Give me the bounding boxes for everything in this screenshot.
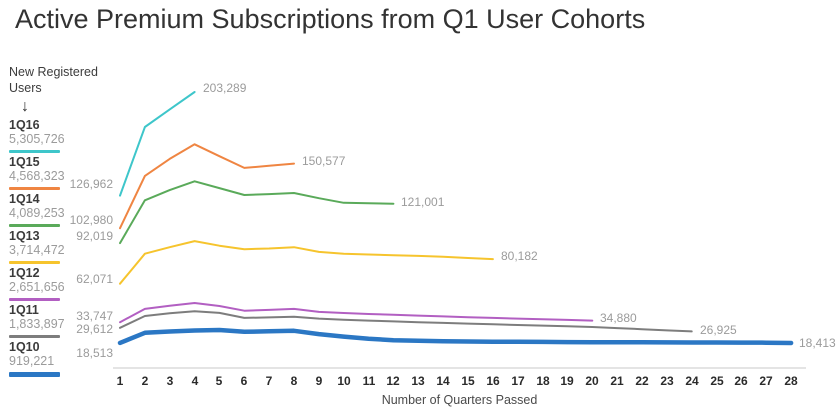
legend-item-name: 1Q13 [9,229,40,243]
x-axis-title: Number of Quarters Passed [381,393,538,407]
legend-item-name: 1Q16 [9,118,40,132]
legend-item-users: 2,651,656 [9,280,65,294]
series-line-1Q12 [119,302,594,324]
legend-items: 1Q16 5,305,726 1Q15 4,568,323 1Q14 4,089,253 1… [9,118,113,377]
x-tick-label: 28 [784,374,798,388]
x-tick-label: 11 [362,374,376,388]
legend-item-swatch [9,335,60,338]
legend-item-swatch [9,298,60,301]
legend-item-users: 4,089,253 [9,206,65,220]
x-tick-label: 25 [710,374,724,388]
x-tick-label: 22 [635,374,649,388]
x-tick-label: 3 [166,374,174,388]
legend-heading: New Registered Users [9,65,98,95]
x-tick-label: 18 [536,374,550,388]
legend-item-swatch [9,372,60,377]
legend-item-1Q11: 1Q11 1,833,897 [9,303,113,338]
series-start-label-1Q14: 92,019 [76,229,113,243]
series-start-label-1Q16: 126,962 [69,177,113,191]
series-start-label-1Q12: 33,747 [76,309,113,323]
series-line-1Q11 [119,310,693,333]
series-line-1Q16 [119,91,196,197]
x-tick-label: 10 [337,374,351,388]
legend-item-1Q14: 1Q14 4,089,253 [9,192,113,227]
x-tick-label: 16 [486,374,500,388]
legend-item-users: 1,833,897 [9,317,65,331]
series-end-label-1Q15: 150,577 [302,154,346,168]
series-start-label-1Q11: 29,612 [76,322,113,336]
series-start-label-1Q13: 62,071 [76,272,113,286]
legend-item-users: 4,568,323 [9,169,65,183]
legend-item-1Q16: 1Q16 5,305,726 [9,118,113,153]
x-tick-label: 6 [240,374,248,388]
series-end-label-1Q13: 80,182 [501,249,538,263]
series-end-label-1Q14: 121,001 [401,195,445,209]
x-tick-label: 19 [560,374,574,388]
legend-item-users: 919,221 [9,354,55,368]
legend-item-users: 3,714,472 [9,243,65,257]
series-end-label-1Q12: 34,880 [600,311,637,325]
legend-item-name: 1Q14 [9,192,40,206]
series-end-label-1Q10: 18,413 [799,336,836,350]
x-tick-label: 26 [734,374,748,388]
legend-item-swatch [9,261,60,264]
chart-title: Active Premium Subscriptions from Q1 Use… [15,4,646,34]
cohort-legend: New Registered Users ↓ 1Q16 5,305,726 1Q15… [9,64,113,379]
series-line-1Q10 [117,327,794,346]
legend-item-1Q10: 1Q10 919,221 [9,340,113,377]
x-tick-label: 17 [511,374,525,388]
legend-item-swatch [9,187,60,190]
x-tick-label: 2 [141,374,149,388]
series-end-label-1Q11: 26,925 [700,323,737,337]
series-end-label-1Q16: 203,289 [203,81,247,95]
legend-item-swatch [9,150,60,153]
legend-item-name: 1Q12 [9,266,40,280]
x-tick-label: 9 [315,374,323,388]
x-tick-label: 5 [215,374,223,388]
legend-item-name: 1Q11 [9,303,39,317]
x-tick-label: 14 [436,374,450,388]
x-tick-label: 21 [610,374,624,388]
x-tick-label: 13 [411,374,425,388]
series-line-1Q15 [119,143,295,230]
x-tick-label: 12 [386,374,400,388]
series-line-1Q14 [119,180,395,245]
legend-item-name: 1Q10 [9,340,40,354]
legend-item-name: 1Q15 [9,155,40,169]
x-tick-label: 24 [685,374,699,388]
legend-item-1Q15: 1Q15 4,568,323 [9,155,113,190]
x-tick-label: 23 [660,374,674,388]
down-arrow-icon: ↓ [21,98,29,115]
series-start-label-1Q15: 102,980 [69,213,113,227]
x-tick-label: 20 [585,374,599,388]
x-tick-label: 8 [290,374,298,388]
x-tick-label: 7 [265,374,273,388]
x-tick-label: 1 [116,374,124,388]
x-tick-label: 4 [191,374,199,388]
series-start-label-1Q10: 18,513 [76,346,113,360]
legend-item-swatch [9,224,60,227]
legend-item-users: 5,305,726 [9,132,65,146]
x-tick-label: 27 [759,374,773,388]
series-line-1Q13 [119,240,494,285]
legend-item-1Q12: 1Q12 2,651,656 [9,266,113,301]
x-tick-label: 15 [461,374,475,388]
legend-item-1Q13: 1Q13 3,714,472 [9,229,113,264]
